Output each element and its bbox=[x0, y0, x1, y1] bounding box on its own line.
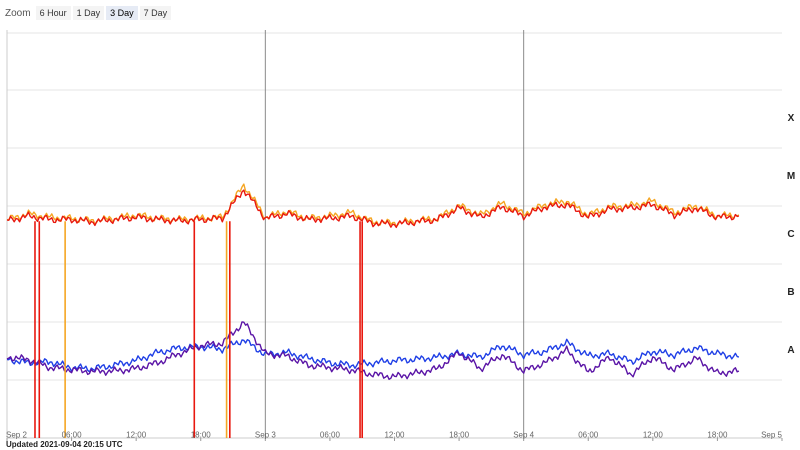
day-boundaries bbox=[264, 30, 525, 438]
x-tick-label-3: 18:00 bbox=[191, 431, 212, 440]
series-line-orange bbox=[6, 183, 740, 228]
x-tick-label-1: 06:00 bbox=[62, 431, 83, 440]
x-tick-label-6: 12:00 bbox=[384, 431, 405, 440]
series-lines bbox=[6, 183, 740, 380]
series-line-blue bbox=[6, 338, 740, 373]
x-tick-label-5: 06:00 bbox=[320, 431, 341, 440]
zoom-1-day-button[interactable]: 1 Day bbox=[72, 6, 105, 20]
x-tick-label-10: 12:00 bbox=[643, 431, 664, 440]
series-line-red bbox=[6, 189, 740, 229]
x-tick-label-11: 18:00 bbox=[707, 431, 728, 440]
zoom-7-day-button[interactable]: 7 Day bbox=[139, 6, 172, 20]
flare-class-label-c: C bbox=[787, 229, 794, 240]
zoom-label: Zoom bbox=[5, 7, 31, 19]
x-tick-label-9: 06:00 bbox=[578, 431, 599, 440]
zoom-bar: Zoom 6 Hour 1 Day 3 Day 7 Day bbox=[5, 4, 172, 22]
x-tick-label-12: Sep 5 bbox=[761, 431, 782, 440]
flare-class-label-a: A bbox=[787, 345, 794, 356]
series-line-purple bbox=[6, 321, 740, 380]
x-tick-label-8: Sep 4 bbox=[513, 431, 534, 440]
dropout-lines bbox=[34, 221, 364, 438]
flare-class-labels: X M C B A bbox=[787, 113, 795, 356]
x-tick-label-7: 18:00 bbox=[449, 431, 470, 440]
x-tick-label-0: Sep 2 bbox=[6, 431, 27, 440]
x-tick-label-4: Sep 3 bbox=[255, 431, 276, 440]
flare-class-label-x: X bbox=[788, 113, 795, 124]
x-tick-label-2: 12:00 bbox=[126, 431, 147, 440]
zoom-3-day-button[interactable]: 3 Day bbox=[106, 6, 138, 20]
flare-class-label-m: M bbox=[787, 171, 795, 182]
updated-timestamp: Updated 2021-09-04 20:15 UTC bbox=[6, 440, 123, 449]
flare-class-label-b: B bbox=[787, 287, 794, 298]
x-axis-ticks: Sep 2 06:00 12:00 18:00 Sep 3 06:00 12:00 18:00… bbox=[6, 431, 783, 441]
zoom-6-hour-button[interactable]: 6 Hour bbox=[35, 6, 71, 20]
